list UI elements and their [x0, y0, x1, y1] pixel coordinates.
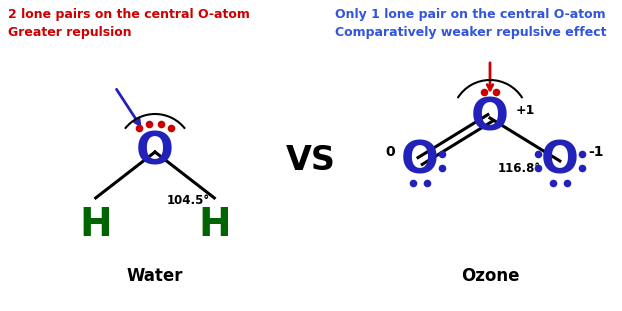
Text: Ozone: Ozone	[461, 267, 519, 285]
Text: O: O	[541, 139, 579, 183]
Text: O: O	[136, 131, 174, 174]
Point	[533, 165, 543, 170]
Text: +1: +1	[516, 104, 536, 117]
Text: Water: Water	[127, 267, 183, 285]
Text: H: H	[198, 206, 231, 244]
Text: 2 lone pairs on the central O-atom: 2 lone pairs on the central O-atom	[8, 8, 250, 21]
Point	[533, 151, 543, 156]
Text: Greater repulsion: Greater repulsion	[8, 26, 132, 39]
Point	[144, 122, 154, 127]
Point	[166, 126, 176, 131]
Text: 116.8°: 116.8°	[498, 162, 541, 175]
Point	[422, 180, 432, 185]
Point	[577, 165, 587, 170]
Point	[134, 126, 144, 131]
Text: 104.5°: 104.5°	[167, 194, 210, 207]
Text: O: O	[401, 139, 439, 183]
Point	[479, 90, 489, 95]
Text: O: O	[471, 96, 509, 140]
Point	[577, 151, 587, 156]
Text: 0: 0	[386, 145, 395, 159]
Point	[156, 122, 166, 127]
Point	[437, 151, 447, 156]
Point	[408, 180, 418, 185]
Text: Only 1 lone pair on the central O-atom: Only 1 lone pair on the central O-atom	[335, 8, 606, 21]
Point	[562, 180, 572, 185]
Point	[491, 90, 501, 95]
Text: H: H	[80, 206, 112, 244]
Text: VS: VS	[286, 143, 336, 177]
Text: Comparatively weaker repulsive effect: Comparatively weaker repulsive effect	[335, 26, 606, 39]
Point	[548, 180, 558, 185]
Point	[437, 165, 447, 170]
Text: -1: -1	[588, 145, 603, 159]
